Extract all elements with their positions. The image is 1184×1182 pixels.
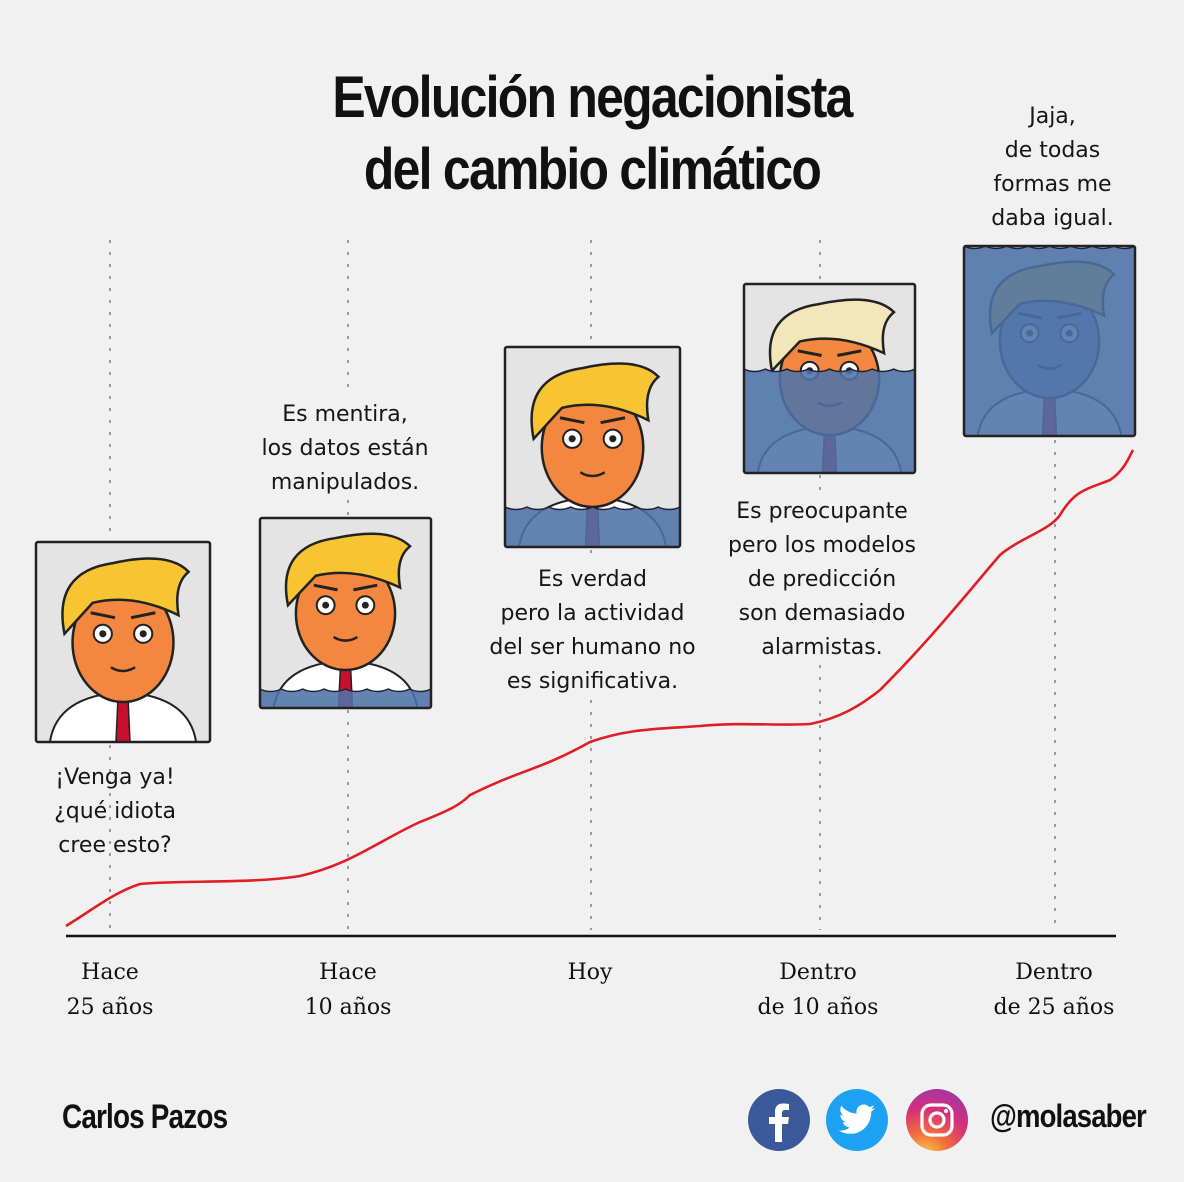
water-icon bbox=[964, 246, 1135, 436]
author-name: Carlos Pazos bbox=[62, 1098, 228, 1136]
instagram-icon[interactable] bbox=[906, 1089, 968, 1151]
axis-label-5: Dentro de 25 años bbox=[993, 960, 1115, 1020]
panel-frame bbox=[742, 282, 917, 475]
water-icon bbox=[260, 688, 431, 708]
axis-label-2: Hace 10 años bbox=[304, 960, 392, 1020]
quote-3: Es verdad pero la actividad del ser huma… bbox=[489, 567, 696, 694]
water-icon bbox=[505, 506, 680, 547]
page-title: Evolución negacionista del cambio climát… bbox=[83, 62, 1101, 206]
axis-label-1: Hace 25 años bbox=[66, 960, 154, 1020]
title-line-1: Evolución negacionista bbox=[332, 65, 853, 130]
social-handle: @molasaber bbox=[990, 1098, 1147, 1134]
quote-4: Es preocupante pero los modelos de predi… bbox=[728, 499, 916, 660]
quote-1: ¡Venga ya! ¿qué idiota cree esto? bbox=[54, 765, 176, 858]
twitter-icon[interactable] bbox=[826, 1089, 888, 1151]
hair-icon bbox=[530, 362, 661, 442]
panel-frame bbox=[258, 516, 433, 710]
panel-3 bbox=[503, 345, 682, 549]
panels bbox=[34, 244, 1137, 744]
panel-frame bbox=[34, 540, 212, 744]
hair-icon bbox=[61, 557, 191, 637]
hair-icon bbox=[284, 532, 412, 608]
panel-1 bbox=[34, 540, 212, 744]
axis-label-3: Hoy bbox=[567, 960, 613, 985]
title-line-2: del cambio climático bbox=[363, 137, 822, 202]
panel-5 bbox=[962, 244, 1137, 438]
panel-frame bbox=[962, 244, 1137, 438]
denial-curve bbox=[65, 449, 1135, 928]
hair-icon bbox=[768, 298, 896, 374]
panel-4 bbox=[742, 282, 917, 475]
quote-2: Es mentira, los datos están manipulados. bbox=[261, 402, 429, 495]
facebook-icon[interactable] bbox=[748, 1089, 810, 1151]
quote-5: Jaja, de todas formas me daba igual. bbox=[991, 104, 1114, 231]
panel-2 bbox=[258, 516, 433, 710]
panel-frame bbox=[503, 345, 682, 549]
water-icon bbox=[744, 368, 915, 473]
axis-label-4: Dentro de 10 años bbox=[757, 960, 879, 1020]
guide-lines bbox=[109, 240, 1056, 930]
